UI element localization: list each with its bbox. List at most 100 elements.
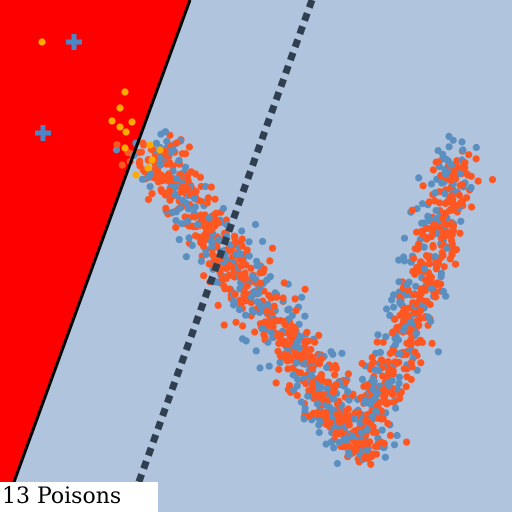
- class-a-point: [373, 338, 381, 346]
- class-a-point: [368, 360, 376, 368]
- class-b-point: [316, 417, 324, 425]
- class-a-point: [231, 290, 239, 298]
- class-b-point: [382, 333, 390, 341]
- class-a-point: [311, 338, 319, 346]
- class-a-point: [256, 269, 264, 277]
- class-a-point: [164, 160, 172, 168]
- class-b-point: [412, 329, 420, 338]
- class-a-point: [425, 260, 433, 268]
- class-a-point: [337, 428, 345, 436]
- class-b-point: [265, 362, 273, 370]
- class-b-point: [202, 250, 210, 258]
- class-a-point: [291, 324, 299, 332]
- class-a-point: [441, 220, 449, 228]
- class-b-point: [250, 308, 258, 316]
- class-a-point: [196, 197, 204, 205]
- class-a-point: [272, 316, 280, 324]
- class-b-point: [412, 282, 420, 290]
- class-b-point: [313, 400, 322, 408]
- class-b-point: [208, 243, 216, 251]
- class-a-point: [454, 201, 462, 209]
- class-a-point: [158, 187, 166, 196]
- class-a-point: [413, 267, 422, 276]
- class-a-point: [166, 196, 174, 204]
- class-a-point: [360, 454, 368, 462]
- class-a-point: [390, 347, 398, 355]
- class-a-point: [410, 254, 418, 262]
- class-a-point: [327, 419, 335, 427]
- class-b-point: [276, 359, 284, 367]
- class-a-point: [247, 299, 255, 307]
- class-b-point: [376, 348, 384, 356]
- class-b-point: [172, 217, 180, 225]
- class-b-point: [418, 219, 426, 227]
- class-a-point: [335, 410, 343, 418]
- class-a-point: [352, 445, 361, 454]
- class-a-point: [423, 297, 431, 305]
- class-a-point: [196, 173, 204, 181]
- class-a-point: [433, 258, 441, 266]
- class-b-point: [439, 287, 448, 295]
- class-a-point: [304, 337, 312, 345]
- class-a-point: [305, 412, 313, 420]
- class-a-point: [303, 328, 311, 336]
- class-a-point: [366, 420, 374, 428]
- class-b-point: [315, 428, 323, 437]
- class-b-point: [427, 180, 436, 188]
- class-a-point: [251, 328, 259, 336]
- class-a-point: [408, 363, 416, 371]
- class-b-point: [235, 306, 243, 314]
- class-a-point: [215, 219, 223, 227]
- class-b-point: [296, 333, 304, 341]
- class-a-point: [307, 345, 315, 354]
- class-b-point: [215, 236, 223, 244]
- class-b-point: [169, 146, 177, 154]
- class-a-point: [220, 282, 228, 290]
- class-a-point: [429, 241, 437, 250]
- class-b-point: [301, 404, 309, 412]
- class-a-point: [349, 390, 357, 398]
- class-b-point: [255, 299, 263, 308]
- class-b-point: [363, 446, 371, 454]
- data-points: [112, 128, 497, 468]
- class-a-point: [472, 155, 480, 163]
- class-b-point: [169, 208, 177, 216]
- class-b-point: [467, 183, 475, 192]
- class-a-point: [463, 194, 471, 202]
- class-a-point: [164, 177, 172, 185]
- class-b-point: [258, 325, 266, 333]
- class-a-point: [113, 141, 121, 149]
- class-a-point: [313, 392, 321, 400]
- class-b-point: [161, 128, 169, 136]
- class-a-point: [197, 211, 205, 219]
- class-a-point: [212, 209, 220, 218]
- class-b-point: [427, 285, 436, 293]
- class-b-point: [190, 194, 198, 203]
- poison-point: [148, 156, 156, 164]
- class-a-point: [386, 431, 395, 439]
- class-b-point: [390, 441, 399, 449]
- class-b-point: [441, 170, 449, 178]
- class-b-point: [378, 426, 386, 434]
- class-b-point: [172, 174, 181, 183]
- class-a-point: [200, 272, 208, 280]
- class-a-point: [407, 375, 415, 384]
- class-a-point: [429, 166, 437, 174]
- class-a-point: [281, 321, 289, 329]
- class-a-point: [451, 260, 460, 268]
- poison-count-label: 13 Poisons: [0, 482, 158, 512]
- class-b-point: [431, 189, 439, 197]
- class-b-point: [395, 350, 404, 358]
- class-a-point: [185, 143, 193, 151]
- class-a-point: [283, 341, 291, 349]
- class-b-point: [472, 143, 480, 152]
- class-a-point: [444, 228, 452, 236]
- class-a-point: [388, 329, 396, 337]
- class-a-point: [383, 400, 391, 408]
- class-a-point: [144, 195, 153, 204]
- class-a-point: [417, 359, 425, 367]
- class-a-point: [229, 272, 237, 280]
- class-a-point: [425, 254, 433, 262]
- class-b-point: [349, 432, 357, 440]
- class-b-point: [459, 146, 467, 154]
